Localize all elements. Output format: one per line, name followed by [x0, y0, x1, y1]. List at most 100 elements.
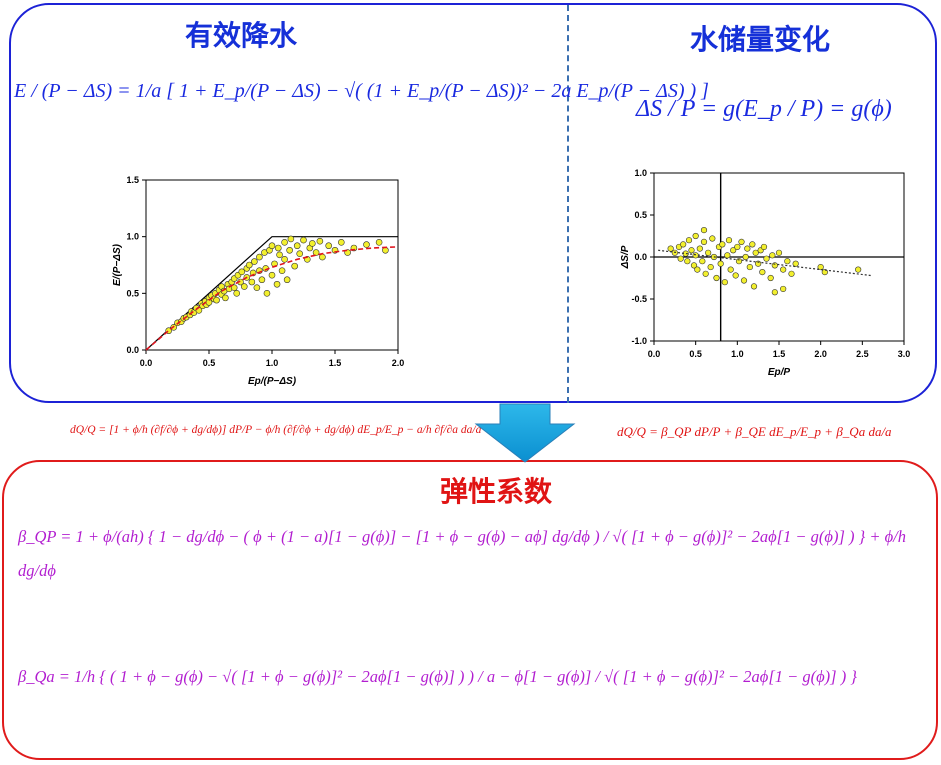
data-point [258, 276, 266, 284]
data-point [744, 245, 751, 252]
data-point [268, 242, 276, 250]
data-point [855, 266, 862, 273]
effective-precip-equation: E / (P − ΔS) = 1/a [ 1 + E_p/(P − ΔS) − … [14, 80, 709, 102]
x-tick-label: 2.0 [814, 349, 827, 359]
data-point [325, 242, 332, 250]
data-point [719, 241, 726, 248]
data-point [281, 239, 288, 246]
data-point [276, 251, 283, 259]
data-point [230, 284, 238, 291]
data-point [684, 258, 691, 265]
data-point [750, 283, 758, 290]
dq-equation-left: dQ/Q = [1 + ϕ/h (∂f/∂ϕ + dg/dϕ)] dP/P − … [70, 424, 482, 436]
data-point [771, 262, 778, 269]
x-tick-label: 1.5 [773, 349, 786, 359]
data-point [692, 232, 699, 240]
data-point [705, 249, 712, 256]
data-point [338, 239, 345, 246]
data-point [375, 239, 383, 246]
data-point [300, 236, 307, 244]
storage-change-chart: 0.0 0.5 1.0 1.5 2.0 2.5 3.0 1.0 0.5 0.0 -0.5 -1.0 Ep… [620, 168, 911, 378]
data-point [721, 279, 728, 286]
data-point [771, 289, 778, 296]
data-point [755, 260, 762, 267]
x-tick-label: 1.0 [731, 349, 744, 359]
data-point [696, 245, 703, 252]
data-point [709, 235, 716, 242]
data-point [702, 270, 709, 277]
data-point [316, 237, 324, 245]
data-point [732, 272, 739, 279]
y-tick-label: -0.5 [631, 294, 647, 304]
effective-precip-title: 有效降水 [185, 19, 298, 52]
y-tick-label: 1.0 [634, 168, 647, 178]
storage-change-title: 水储量变化 [690, 23, 831, 56]
data-point [763, 255, 770, 262]
data-point [273, 280, 281, 288]
data-point [283, 276, 291, 284]
data-point [740, 277, 748, 284]
data-point [363, 241, 370, 248]
data-point [788, 270, 795, 277]
data-point [253, 284, 261, 291]
data-point [690, 262, 698, 269]
data-point [240, 283, 248, 290]
data-point [233, 290, 241, 297]
data-point [287, 235, 295, 243]
data-point [312, 249, 320, 256]
y-tick-label: 0.5 [126, 288, 139, 298]
data-point [730, 247, 737, 254]
beta-qa-equation: β_Qa = 1/h { ( 1 + ϕ − g(ϕ) − √( [1 + ϕ … [18, 667, 857, 686]
y-tick-label: 0.5 [634, 210, 647, 220]
data-point [792, 260, 799, 267]
effective-precip-chart: 0.0 0.5 1.0 1.5 2.0 0.0 0.5 1.0 1.5 Ep/(P−ΔS) E/(P… [112, 175, 404, 387]
data-point [769, 252, 776, 259]
data-point [248, 278, 256, 286]
data-point [263, 290, 271, 297]
data-point [700, 238, 708, 245]
x-tick-label: 2.5 [856, 349, 869, 359]
data-point [746, 263, 753, 271]
data-point [680, 241, 687, 248]
data-point [685, 237, 693, 244]
data-point [767, 274, 774, 282]
data-point [738, 238, 745, 245]
data-point [281, 256, 288, 263]
y-tick-label: 1.5 [126, 175, 139, 185]
data-point [296, 250, 304, 257]
data-point [713, 274, 720, 282]
y-tick-label: 0.0 [634, 252, 647, 262]
y-tick-label: -1.0 [631, 336, 647, 346]
down-arrow-icon [474, 403, 576, 463]
data-point [256, 253, 263, 261]
data-point [291, 262, 298, 270]
x-axis-label: Ep/P [768, 367, 791, 378]
data-point [725, 237, 733, 244]
y-tick-label: 1.0 [126, 232, 139, 242]
x-tick-label: 0.0 [140, 358, 153, 368]
data-point [222, 294, 229, 302]
x-axis-label: Ep/(P−ΔS) [248, 376, 297, 387]
data-point [275, 244, 282, 252]
data-point [251, 258, 258, 265]
data-point [735, 258, 743, 265]
data-point [734, 243, 741, 251]
data-point [780, 285, 787, 293]
data-point [700, 227, 708, 234]
data-point [268, 271, 276, 279]
bottom-panel [2, 460, 938, 760]
data-point [238, 268, 246, 276]
data-point [724, 252, 731, 259]
data-point [727, 266, 734, 273]
data-point [717, 260, 724, 267]
data-point [752, 249, 759, 256]
beta-qp-equation: β_QP = 1 + ϕ/(ah) { 1 − dg/dϕ − ( ϕ + (1… [18, 527, 906, 580]
data-point [817, 263, 824, 271]
data-point [293, 242, 301, 250]
energy-limit-line [145, 236, 398, 351]
data-point [742, 253, 749, 261]
x-tick-label: 3.0 [898, 349, 911, 359]
x-tick-label: 1.0 [266, 358, 279, 368]
data-point [286, 246, 293, 254]
x-tick-label: 1.5 [329, 358, 342, 368]
